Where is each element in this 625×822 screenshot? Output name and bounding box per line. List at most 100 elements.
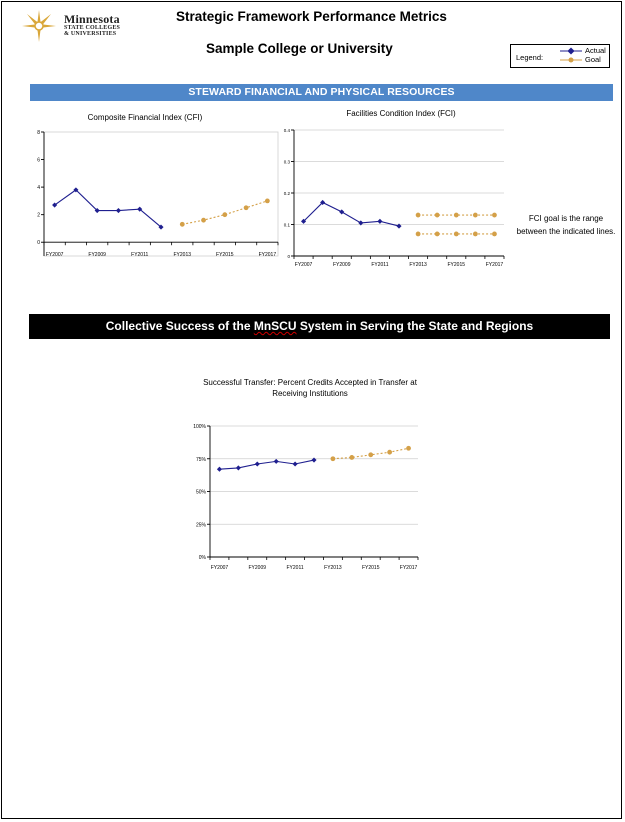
transfer-y-tick-label: 0%	[199, 555, 207, 561]
cfi-y-tick-label: 6	[37, 158, 40, 164]
fci-actual-point	[339, 209, 345, 215]
transfer-y-tick-label: 25%	[196, 522, 207, 528]
fci-goal-point	[434, 231, 440, 237]
cfi-goal-point	[201, 217, 206, 223]
transfer-title-line1: Successful Transfer: Percent Credits Acc…	[203, 378, 417, 387]
logo-sub-2: & UNIVERSITIES	[64, 31, 117, 37]
fci-y-tick-label: 0.1	[284, 223, 291, 228]
transfer-actual-point	[235, 465, 241, 471]
cfi-series-goal-line	[182, 200, 268, 225]
logo-name: Minnesota	[64, 12, 120, 26]
fci-x-tick-label: FY2011	[371, 262, 388, 268]
transfer-y-tick-label: 50%	[196, 490, 207, 496]
fci-y-tick-label: 0.3	[284, 160, 291, 165]
cfi-y-tick-label: 2	[37, 213, 40, 219]
cfi-chart: 0 2 4 6 8 FY2007 FY2009 FY2011 FY2013 FY2015 FY201…	[37, 130, 279, 258]
transfer-chart: 0% 25% 50% 75% 100% FY2007 FY2009 FY2011 FY2013 F…	[193, 424, 419, 571]
legend-actual-label: Actual	[585, 46, 606, 55]
fci-x-tick-label: FY2013	[409, 262, 427, 268]
cfi-plot-frame	[43, 131, 279, 257]
cfi-actual-point	[94, 207, 100, 214]
section-collective-success: Collective Success of the MnSCU System i…	[29, 314, 610, 339]
transfer-chart-title: Successful Transfer: Percent Credits Acc…	[150, 377, 470, 399]
cfi-x-tick-label: FY2009	[88, 252, 106, 258]
fci-x-tick-label: FY2017	[486, 262, 504, 268]
logo: Minnesota STATE COLLEGES & UNIVERSITIES	[20, 8, 140, 44]
fci-chart: 0 0.1 0.2 0.3 0.4 FY2007 FY2009 FY2011 FY2013 FY2…	[284, 128, 505, 268]
transfer-goal-point	[406, 445, 411, 451]
transfer-goal-point	[330, 456, 336, 462]
page-subtitle: Sample College or University	[206, 41, 393, 56]
transfer-x-tick-label: FY2007	[211, 565, 229, 571]
legend: Legend: Actual Goal	[510, 44, 610, 68]
cfi-x-tick-label: FY2007	[46, 252, 64, 258]
transfer-x-tick-label: FY2017	[400, 565, 418, 571]
cfi-actual-point	[137, 206, 143, 212]
cfi-y-tick-label: 0	[37, 240, 40, 246]
legend-goal-label: Goal	[585, 55, 601, 64]
fci-y-tick-label: 0	[287, 254, 290, 259]
cfi-actual-point	[52, 202, 58, 208]
section2-text-after: System in Serving the State and Regions	[296, 319, 534, 333]
cfi-goal-point	[264, 198, 270, 204]
transfer-x-tick-label: FY2015	[362, 565, 380, 571]
cfi-x-tick-label: FY2015	[216, 252, 234, 258]
fci-goal-point	[415, 212, 421, 218]
fci-goal-point	[472, 212, 478, 218]
goal-marker-icon	[560, 57, 582, 63]
cfi-chart-title: Composite Financial Index (CFI)	[87, 113, 203, 122]
sunburst-logo-icon	[22, 10, 56, 42]
fci-goal-point	[453, 212, 459, 218]
transfer-x-tick-label: FY2011	[287, 565, 304, 571]
transfer-y-tick-label: 75%	[196, 457, 207, 463]
fci-x-tick-label: FY2015	[448, 262, 466, 268]
fci-series-actual-line	[303, 201, 400, 227]
transfer-actual-point	[311, 457, 317, 463]
fci-x-tick-label: FY2009	[333, 262, 351, 268]
page-title: Strategic Framework Performance Metrics	[176, 9, 447, 24]
fci-y-tick-label: 0.4	[284, 128, 291, 133]
transfer-actual-point	[254, 461, 260, 467]
fci-goal-point	[434, 212, 440, 218]
section-steward-resources: STEWARD FINANCIAL AND PHYSICAL RESOURCES	[30, 84, 613, 101]
cfi-x-tick-label: FY2011	[131, 252, 148, 258]
transfer-series-actual-line	[219, 459, 315, 470]
transfer-goal-point	[349, 455, 355, 460]
legend-label: Legend:	[516, 53, 544, 62]
fci-goal-point	[492, 231, 497, 237]
fci-x-tick-label: FY2007	[295, 262, 313, 268]
transfer-actual-point	[216, 466, 223, 472]
fci-goal-point	[415, 231, 421, 237]
fci-goal-point	[453, 231, 459, 237]
section2-squiggle-word: MnSCU	[253, 319, 297, 333]
cfi-goal-point	[179, 221, 185, 227]
fci-goal-note-line2: between the indicated lines.	[516, 227, 616, 236]
transfer-actual-point	[292, 461, 298, 467]
fci-goal-point	[492, 212, 497, 218]
actual-marker-icon	[560, 47, 582, 55]
transfer-x-tick-label: FY2013	[324, 565, 342, 571]
cfi-goal-point	[243, 205, 249, 211]
cfi-series-actual-line	[54, 189, 162, 228]
transfer-actual-point	[273, 458, 279, 464]
fci-y-tick-label: 0.2	[284, 191, 291, 196]
fci-actual-point	[377, 218, 383, 224]
transfer-title-line2: Receiving Institutions	[272, 389, 348, 398]
logo-sub-1: STATE COLLEGES	[64, 25, 121, 31]
fci-goal-point	[472, 231, 478, 237]
fci-goal-note: FCI goal is the range between the indica…	[506, 212, 625, 238]
cfi-goal-point	[222, 212, 228, 218]
section2-text-before: Collective Success of the	[105, 319, 254, 333]
fci-goal-note-line1: FCI goal is the range	[528, 214, 604, 223]
cfi-x-tick-label: FY2013	[174, 252, 192, 258]
cfi-actual-point	[115, 207, 122, 214]
transfer-y-tick-label: 100%	[193, 424, 206, 430]
cfi-y-tick-label: 4	[37, 185, 40, 191]
transfer-goal-point	[368, 452, 374, 458]
cfi-actual-point	[158, 224, 164, 230]
fci-chart-title: Facilities Condition Index (FCI)	[346, 109, 456, 118]
cfi-y-tick-label: 8	[37, 130, 40, 136]
transfer-series-goal-line	[332, 447, 409, 460]
transfer-x-tick-label: FY2009	[249, 565, 267, 571]
